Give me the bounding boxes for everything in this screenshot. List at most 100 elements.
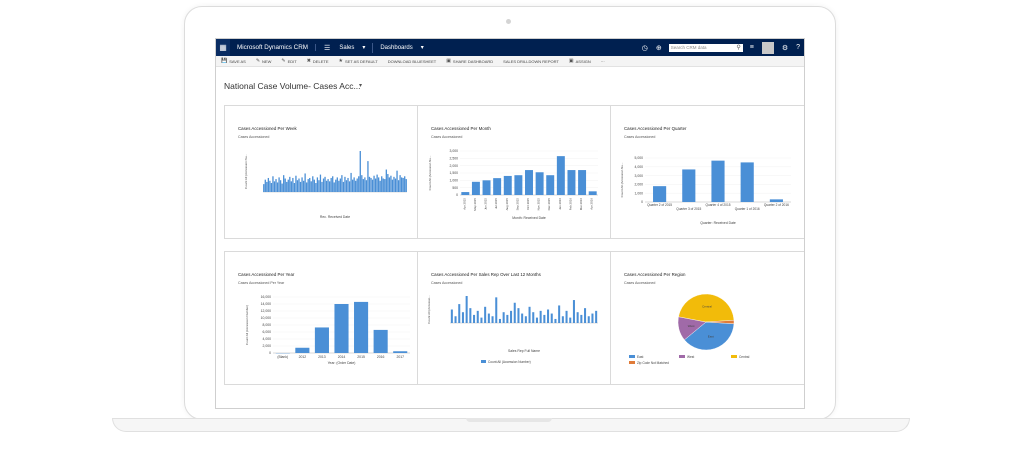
bar (339, 178, 342, 192)
chart-title: Cases Accessioned Per Week (238, 126, 297, 131)
chevron-down-icon[interactable]: ▾ (420, 45, 424, 51)
bar (513, 302, 516, 323)
x-axis-label: Sales Rep Full Name (508, 349, 540, 353)
gear-icon[interactable]: ⚙ (781, 44, 789, 52)
legend-swatch (679, 355, 685, 358)
chart-svg[interactable]: 16,000 14,000 12,000 10,000 8,000 6,000 4,000 2… (225, 252, 418, 384)
bar (546, 175, 555, 195)
bar (476, 310, 479, 323)
bar (547, 309, 550, 323)
chevron-down-icon[interactable]: ▾ (359, 83, 363, 89)
bar (310, 181, 312, 192)
plus-circle-icon[interactable]: ⊕ (655, 44, 662, 52)
bar (351, 179, 354, 192)
bar (393, 176, 395, 192)
sales-drilldown-report-button[interactable]: SALES DRILLDOWN REPORT (498, 59, 564, 64)
chart-svg[interactable]: Count:All (Accession Nu... Rec. Received … (225, 106, 418, 238)
advanced-find-icon[interactable]: ≡ (749, 44, 754, 51)
chart-svg[interactable]: 3,000 2,500 2,000 1,500 1,000 500 0 Apr 2015 May… (418, 106, 611, 238)
avatar[interactable] (761, 41, 774, 54)
sales-drilldown-report-label: SALES DRILLDOWN REPORT (503, 58, 559, 64)
hamburger-menu-icon[interactable]: ☰ (324, 44, 331, 52)
chart-svg[interactable]: East West Central East West Central Zip Code N… (611, 252, 804, 384)
bar (524, 316, 527, 323)
chart-svg[interactable]: 5,000 4,000 3,000 2,000 1,000 0 Quarter 2 of 2… (611, 106, 804, 238)
bar (711, 160, 725, 202)
y-tick-label: 16,000 (261, 295, 271, 299)
chart-subtitle: Cases Accessioned (624, 135, 656, 139)
y-axis-label: Count:All (Accession Nu... (244, 154, 248, 189)
bar (342, 181, 345, 192)
y-tick-label: 0 (456, 193, 458, 197)
x-tick-label: 2012 (299, 355, 307, 359)
delete-button[interactable]: ✖ DELETE (302, 58, 334, 64)
bar (461, 192, 470, 195)
chart-panel-year: Cases Accessioned Per Year Cases Accessi… (224, 251, 419, 385)
bar (495, 297, 498, 323)
clock-icon[interactable]: ◷ (641, 44, 648, 52)
nav-area[interactable]: Dashboards (380, 44, 413, 51)
x-tick-label: Feb 2016 (568, 198, 572, 211)
bar (587, 316, 590, 323)
bar (287, 179, 289, 192)
bar (324, 176, 326, 192)
bar (279, 180, 282, 192)
y-tick-label: 5,000 (635, 156, 644, 160)
bar (373, 175, 375, 192)
x-tick-label: Apr 2016 (590, 198, 594, 210)
set-as-default-label: SET AS DEFAULT (344, 58, 378, 64)
more-commands-icon[interactable]: ··· (600, 58, 605, 64)
bar (382, 178, 384, 192)
edit-icon: ✎ (281, 58, 286, 64)
save-as-label: SAVE AS (229, 58, 246, 64)
bar (514, 175, 523, 195)
bar (473, 314, 476, 323)
chart-title: Cases Accessioned Per Region (624, 272, 686, 277)
help-icon[interactable]: ? (796, 44, 800, 51)
share-dashboard-button[interactable]: ▣ SHARE DASHBOARD (441, 58, 498, 64)
bar (302, 180, 305, 192)
bar (450, 309, 453, 323)
app-grid-icon[interactable]: ▦ (216, 39, 230, 56)
bar (580, 314, 583, 323)
y-axis-label: Count:All (Accessio... (427, 295, 431, 324)
bar (471, 181, 480, 195)
legend-label: West (687, 355, 694, 359)
bar (379, 180, 381, 192)
bar (330, 177, 332, 192)
chart-panel-month: Cases Accessioned Per Month Cases Access… (417, 105, 612, 239)
bar (550, 313, 553, 323)
x-tick-label: Quarter 1 of 2016 (735, 207, 760, 211)
y-tick-label: 1,500 (450, 171, 459, 175)
x-tick-label: Mar 2016 (579, 198, 583, 211)
save-as-button[interactable]: 💾 SAVE AS (216, 58, 251, 64)
search-input[interactable]: Search CRM data ⚲ (668, 43, 743, 52)
search-icon[interactable]: ⚲ (736, 45, 741, 51)
y-tick-label: 10,000 (261, 316, 271, 320)
x-tick-label: 2013 (318, 355, 326, 359)
edit-button[interactable]: ✎ EDIT (276, 58, 301, 64)
x-axis-label: Rec. Received Date (320, 215, 350, 219)
chevron-down-icon[interactable]: ▾ (362, 45, 366, 51)
chart-panel-sales-rep: Cases Accessioned Per Sales Rep Over Las… (417, 251, 612, 385)
set-as-default-button[interactable]: ★ SET AS DEFAULT (333, 58, 382, 64)
chart-svg[interactable]: Count:All (Accessio... Sales Rep Full Nam… (418, 252, 611, 384)
y-tick-label: 8,000 (263, 323, 272, 327)
bar (318, 180, 320, 192)
new-button[interactable]: ✎ NEW (251, 58, 277, 64)
bar (378, 177, 380, 192)
bar (325, 180, 328, 192)
bar (336, 177, 338, 192)
bar (368, 176, 371, 192)
y-axis-label: Count:All (Accession Number) (245, 305, 249, 345)
bar (528, 306, 531, 323)
chart-title: Cases Accessioned Per Year (238, 272, 295, 277)
nav-module[interactable]: Sales (339, 44, 355, 51)
bar (769, 199, 783, 202)
download-bluesheet-button[interactable]: DOWNLOAD BLUESHEET (383, 59, 441, 64)
legend-label: East (637, 355, 643, 359)
assign-button[interactable]: ▣ ASSIGN (564, 58, 596, 64)
bar (394, 178, 397, 192)
bar (502, 312, 505, 323)
dashboard-title[interactable]: National Case Volume- Cases Acc... (224, 81, 361, 91)
